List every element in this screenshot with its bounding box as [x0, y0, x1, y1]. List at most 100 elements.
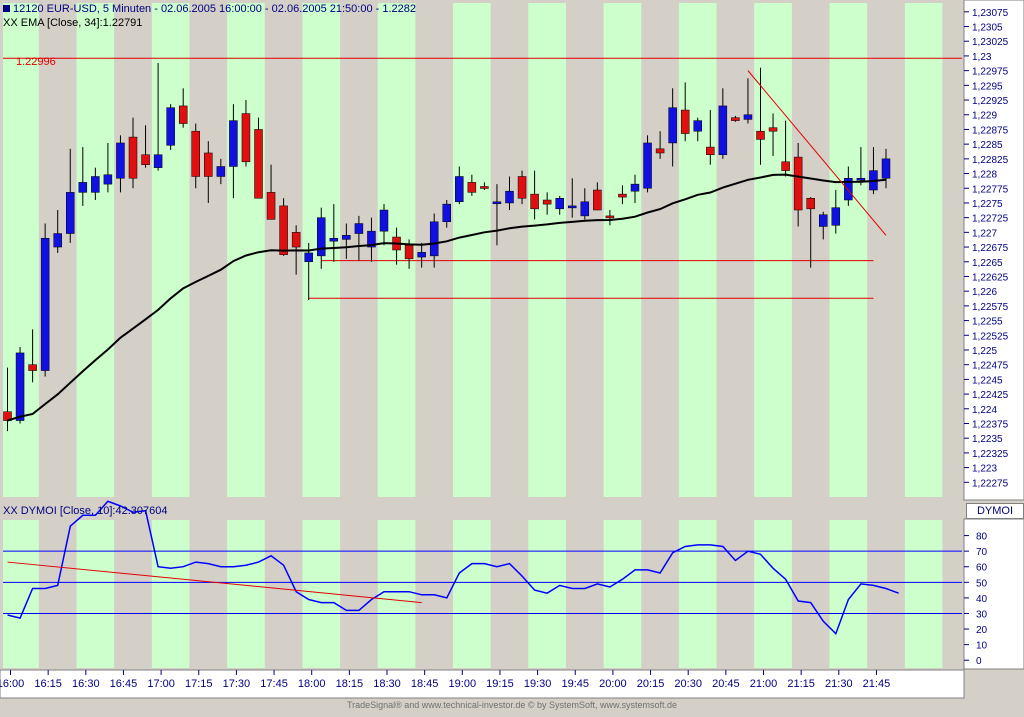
price-tick-label: 1,2285	[972, 140, 1003, 151]
candle-body	[806, 197, 815, 210]
time-band	[904, 520, 943, 668]
candle-body	[793, 156, 803, 211]
candle-body	[116, 142, 125, 179]
candle-body	[128, 136, 138, 179]
price-tick-label: 1,2275	[972, 199, 1003, 210]
price-tick-label: 1,22625	[972, 272, 1009, 283]
candle-body	[53, 233, 62, 248]
price-tick-label: 1,2265	[972, 258, 1003, 269]
time-band	[227, 3, 265, 497]
price-axis	[963, 0, 1024, 501]
time-tick-label: 18:15	[336, 678, 364, 690]
indicator-label: XX DYMOI [Close, 10]:42.307604	[3, 505, 168, 517]
candle-body	[844, 178, 853, 201]
candle-body	[429, 221, 439, 257]
candle-body	[831, 207, 841, 226]
candle-body	[304, 252, 313, 263]
candle-body	[718, 105, 728, 155]
time-band	[829, 520, 868, 668]
time-axis	[0, 669, 965, 699]
time-tick-label: 18:45	[411, 678, 439, 690]
candle-body	[254, 129, 263, 199]
candle-body	[3, 411, 12, 421]
candle-body	[15, 352, 25, 421]
price-tick-label: 1,23025	[972, 37, 1009, 48]
candle-body	[191, 130, 200, 177]
candle-body	[91, 176, 100, 193]
time-tick-label: 16:45	[110, 678, 138, 690]
candle-body	[103, 174, 113, 185]
price-tick-label: 1,223	[972, 464, 997, 475]
time-band	[603, 3, 642, 497]
time-tick-label: 20:00	[599, 678, 627, 690]
time-band	[453, 3, 491, 497]
price-tick-label: 1,23075	[972, 8, 1009, 19]
candle-body	[731, 117, 740, 121]
candle-body	[593, 189, 602, 211]
candle-body	[279, 205, 288, 255]
candle-body	[342, 235, 351, 240]
price-tick-label: 1,227	[972, 228, 997, 239]
time-band	[678, 3, 717, 497]
candle-body	[768, 127, 778, 132]
price-tick-label: 1,22475	[972, 361, 1009, 372]
candle-body	[630, 183, 640, 192]
time-band	[151, 3, 190, 497]
candle-body	[680, 109, 690, 134]
time-tick-label: 20:30	[674, 678, 702, 690]
indicator-line	[7, 500, 899, 636]
footer: TradeSignal® and www.technical-investor.…	[346, 700, 678, 710]
price-tick-label: 1,2255	[972, 317, 1003, 328]
price-tick-label: 1,22725	[972, 214, 1009, 225]
chart-title: 12120 EUR-USD, 5 Minuten - 02.06.2005 16…	[3, 3, 416, 15]
time-band	[754, 3, 792, 497]
time-tick-label: 19:15	[486, 678, 514, 690]
candle-body	[756, 130, 765, 140]
indicator-tick-label: 10	[976, 641, 988, 652]
candle-body	[781, 161, 790, 171]
candle-body	[706, 146, 715, 155]
candle-body	[743, 114, 753, 120]
candle-body	[417, 252, 426, 258]
time-band	[678, 520, 717, 668]
indicator-tick-label: 40	[976, 594, 988, 605]
price-tick-label: 1,224	[972, 405, 997, 416]
indicator-tick-label: 60	[976, 563, 988, 574]
candle-body	[166, 107, 175, 146]
price-tick-label: 1,2295	[972, 81, 1003, 92]
price-tick-label: 1,22675	[972, 243, 1009, 254]
price-tick-label: 1,225	[972, 346, 997, 357]
time-tick-label: 18:00	[298, 678, 326, 690]
time-tick-label: 16:00	[0, 678, 24, 690]
price-trendline	[747, 70, 887, 236]
price-tick-label: 1,226	[972, 287, 997, 298]
candle-body	[78, 182, 88, 193]
time-tick-label: 20:45	[712, 678, 740, 690]
price-tick-label: 1,22325	[972, 449, 1009, 460]
indicator-tick-label: 80	[976, 532, 988, 543]
ema-line	[7, 173, 887, 422]
time-band	[3, 520, 39, 668]
candle-body	[153, 154, 163, 168]
time-band	[453, 520, 491, 668]
candle-body	[317, 217, 326, 257]
candle-body	[216, 166, 226, 177]
candle-body	[379, 209, 389, 232]
time-band	[76, 3, 115, 497]
candle-body	[266, 192, 276, 220]
price-tick-label: 1,22825	[972, 155, 1009, 166]
candle-body	[354, 223, 364, 234]
candle-body	[856, 178, 866, 181]
candle-body	[404, 245, 414, 260]
candle-body	[178, 105, 188, 124]
candle-body	[517, 176, 527, 199]
time-band	[377, 520, 416, 668]
time-tick-label: 16:15	[34, 678, 62, 690]
time-band	[227, 520, 265, 668]
price-tick-label: 1,22275	[972, 478, 1009, 489]
time-tick-label: 16:30	[72, 678, 100, 690]
candle-body	[229, 120, 238, 167]
time-band	[151, 520, 190, 668]
chart-title-text: 12120 EUR-USD, 5 Minuten - 02.06.2005 16…	[13, 3, 417, 15]
